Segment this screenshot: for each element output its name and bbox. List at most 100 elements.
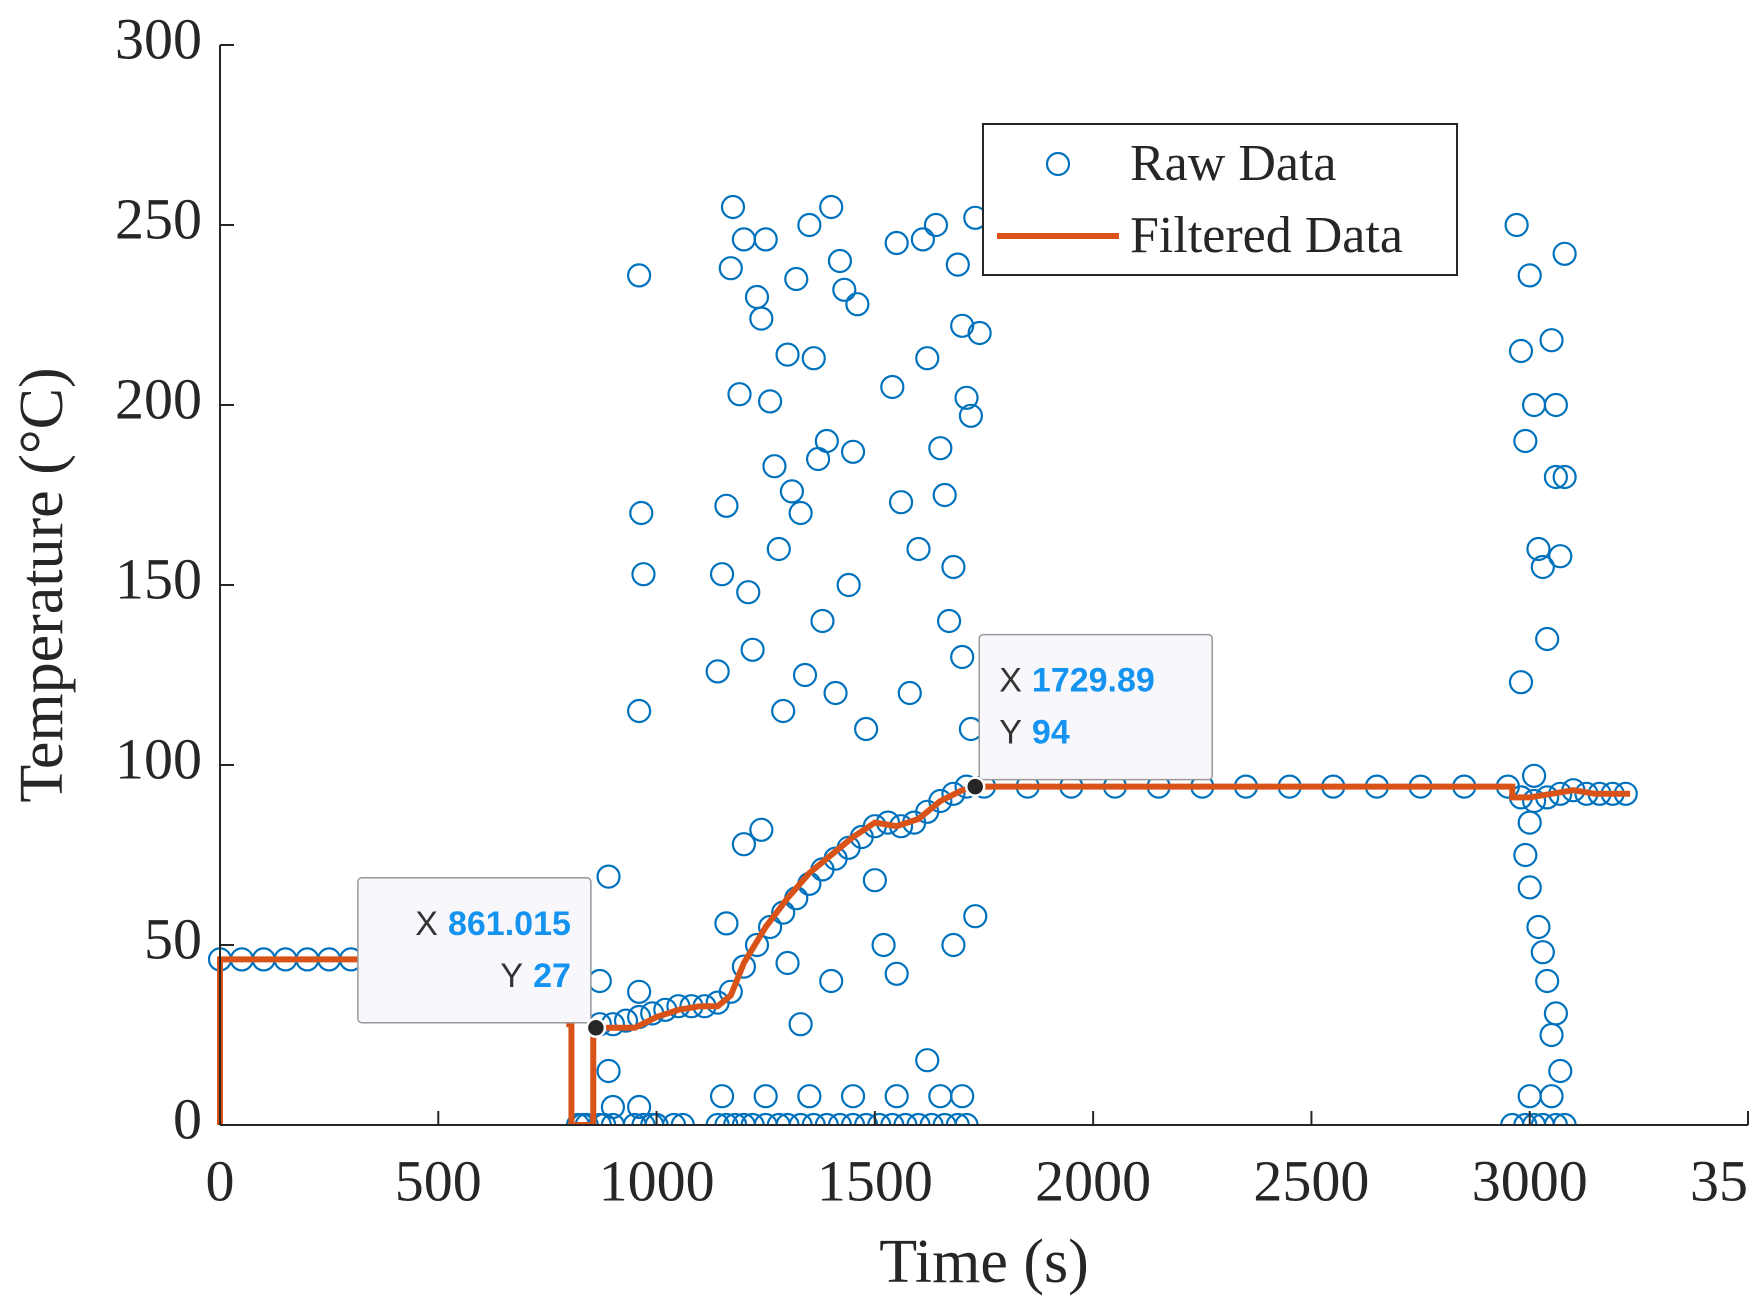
raw-point (827, 248, 853, 274)
raw-point (941, 781, 966, 806)
datatip-text: Y 27 (500, 957, 571, 995)
raw-point (954, 385, 979, 410)
raw-point (596, 864, 621, 889)
raw-point (749, 817, 774, 842)
raw-point (945, 252, 970, 277)
raw-point (570, 1112, 595, 1125)
y-axis-label: Temperature (°C) (8, 367, 76, 802)
raw-point (1543, 392, 1569, 418)
datatip-value: 861.015 (448, 905, 571, 943)
raw-point (941, 932, 966, 958)
raw-point (622, 1112, 647, 1125)
raw-point (670, 1112, 695, 1125)
raw-point (932, 482, 957, 508)
raw-point (792, 662, 818, 688)
datatip-text: Y 94 (999, 714, 1070, 752)
raw-point (1513, 1112, 1538, 1125)
raw-point (814, 428, 839, 454)
raw-point (714, 493, 739, 518)
raw-point (928, 788, 953, 814)
raw-point (613, 1008, 639, 1033)
datatip-value: 1729.89 (1032, 662, 1155, 700)
raw-point (709, 562, 735, 587)
raw-point (631, 562, 656, 587)
raw-point (950, 1084, 975, 1109)
y-tick-label: 150 (115, 546, 202, 611)
x-tick-label: 2500 (1253, 1148, 1369, 1213)
raw-point (928, 436, 953, 461)
raw-point (627, 263, 652, 288)
raw-point (661, 1112, 687, 1125)
x-tick-label: 1000 (599, 1148, 715, 1213)
raw-point (801, 346, 826, 371)
filtered-line (217, 783, 1631, 1125)
raw-point (731, 227, 756, 252)
raw-point (814, 1112, 839, 1125)
raw-point (709, 1084, 735, 1109)
raw-point (941, 554, 966, 580)
raw-point (906, 1112, 931, 1125)
raw-point (627, 979, 652, 1004)
raw-point (731, 1112, 756, 1125)
raw-point (731, 832, 756, 857)
raw-point (718, 979, 743, 1004)
raw-point (950, 313, 975, 338)
raw-point (919, 1112, 944, 1125)
raw-point (775, 342, 800, 367)
raw-point (757, 389, 783, 414)
raw-point (788, 1012, 813, 1037)
raw-point (832, 277, 857, 302)
raw-point (629, 500, 654, 526)
legend-label: Raw Data (1130, 135, 1336, 192)
raw-point (819, 194, 844, 220)
raw-point (740, 1112, 765, 1125)
plot-area (208, 194, 1638, 1125)
raw-point (945, 1112, 970, 1125)
raw-point (1517, 1084, 1542, 1109)
raw-point (775, 950, 800, 976)
raw-point (840, 1084, 866, 1109)
raw-point (1530, 940, 1555, 965)
raw-point (854, 1112, 879, 1125)
raw-point (840, 1112, 866, 1125)
raw-point (928, 1084, 953, 1109)
raw-point (775, 1112, 800, 1125)
raw-point (1526, 914, 1551, 940)
raw-point (819, 968, 844, 994)
raw-point (954, 1112, 979, 1125)
raw-point (784, 266, 809, 292)
raw-point (744, 284, 770, 310)
raw-point (753, 227, 778, 252)
raw-point (923, 212, 949, 238)
raw-point (788, 1112, 813, 1125)
legend: Raw Data Filtered Data (982, 123, 1458, 276)
raw-point (1521, 1112, 1547, 1125)
raw-point (862, 868, 887, 893)
raw-point (596, 1058, 621, 1084)
x-axis-label: Time (s) (879, 1228, 1089, 1296)
raw-point (884, 230, 909, 256)
raw-point (631, 1112, 656, 1125)
raw-point (766, 1112, 791, 1125)
datatip-text: X 861.015 (415, 905, 571, 943)
y-tick-label: 200 (115, 366, 202, 431)
raw-point (600, 1094, 626, 1120)
raw-point (1548, 544, 1573, 569)
raw-point (1517, 263, 1542, 288)
raw-point (932, 1112, 957, 1125)
legend-label: Filtered Data (1130, 207, 1403, 264)
datatip: X 861.015 Y 27 (357, 877, 607, 1039)
raw-point (779, 479, 805, 504)
raw-point (1513, 842, 1538, 868)
raw-point (797, 1084, 822, 1109)
raw-point (720, 194, 746, 220)
raw-point (871, 932, 896, 958)
x-tick-label: 1500 (817, 1148, 933, 1213)
raw-point (1513, 428, 1538, 454)
raw-point (880, 1112, 905, 1125)
raw-point (1539, 1084, 1564, 1109)
raw-point (771, 698, 796, 724)
raw-point (1543, 464, 1569, 490)
raw-point (1552, 1112, 1577, 1125)
raw-point (1543, 1112, 1569, 1125)
